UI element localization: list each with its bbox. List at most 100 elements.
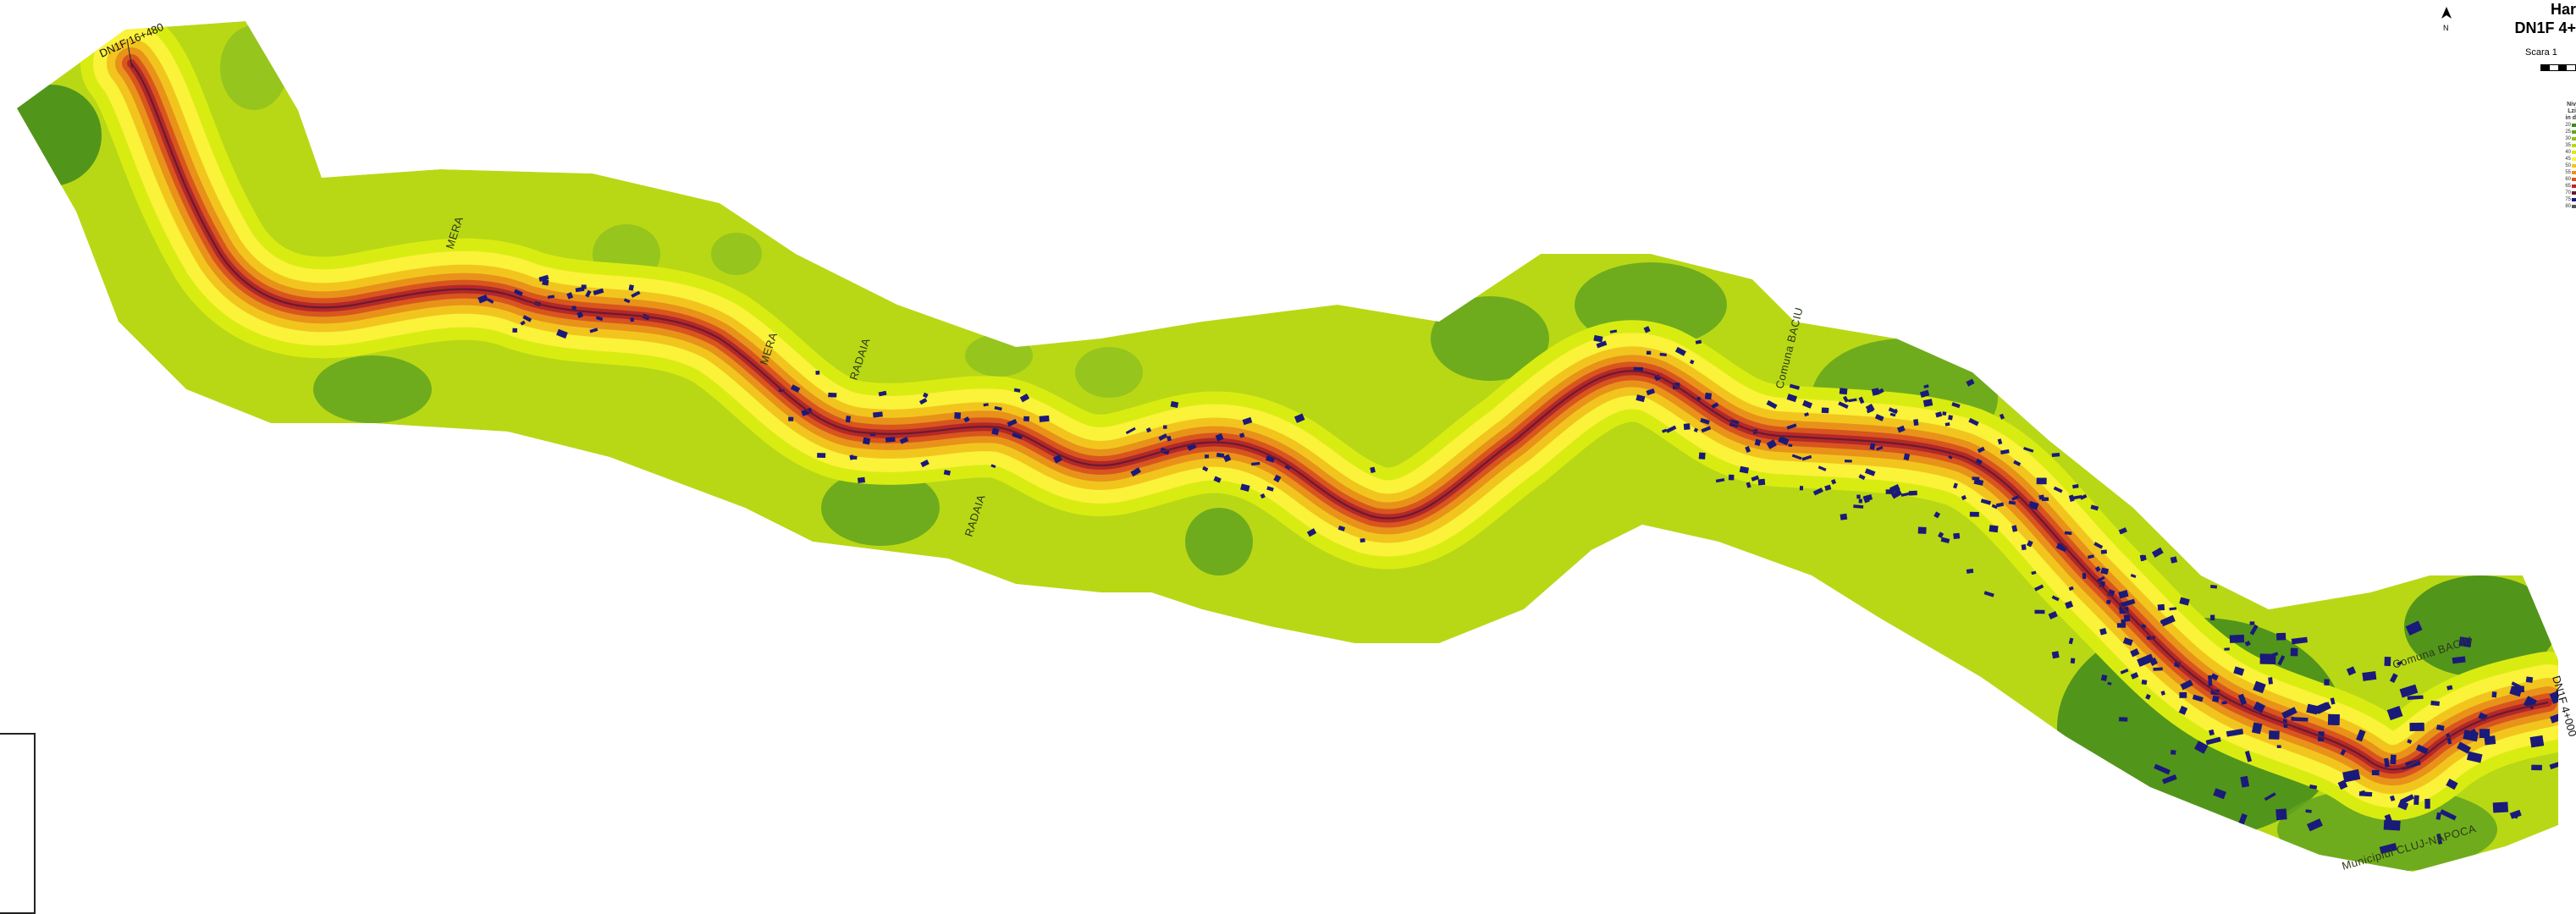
building [2141, 680, 2148, 686]
building [2065, 600, 2074, 609]
building [1260, 493, 1266, 499]
building [1791, 454, 1802, 460]
legend-row-label: 50 [2565, 163, 2571, 168]
building [1804, 412, 1809, 417]
building [2407, 739, 2413, 744]
building [2096, 575, 2105, 583]
building [2064, 531, 2072, 536]
building [1019, 394, 1030, 403]
building [1646, 388, 1656, 396]
building [2130, 574, 2137, 579]
building [2435, 812, 2441, 820]
building [2251, 722, 2263, 735]
building [1646, 350, 1652, 355]
building [2264, 792, 2276, 801]
building [2221, 701, 2227, 705]
building [873, 411, 883, 418]
building [2435, 724, 2445, 731]
building [1788, 443, 1793, 448]
building [2415, 744, 2429, 755]
building [899, 436, 909, 444]
legend-row-label: 75 [2565, 197, 2571, 202]
legend-row: 80 [2556, 203, 2576, 210]
building [1266, 455, 1276, 463]
building [2340, 748, 2347, 756]
building [2070, 658, 2076, 664]
building [2123, 482, 2131, 488]
building [994, 405, 1002, 411]
building [1983, 591, 1994, 597]
building [788, 416, 794, 421]
building [857, 476, 866, 483]
building [2276, 632, 2286, 641]
legend-title-1: Niv [2567, 102, 2576, 107]
building [828, 392, 837, 398]
building [520, 320, 526, 326]
building [2089, 437, 2099, 447]
building [2240, 775, 2250, 788]
building [1977, 446, 1985, 454]
building [2229, 634, 2245, 643]
road-centerline [130, 63, 2549, 771]
building [1273, 474, 1282, 483]
building [1766, 439, 1777, 449]
building [2479, 729, 2491, 739]
building [2386, 705, 2403, 721]
building [1596, 340, 1608, 349]
building [1969, 511, 1979, 517]
building [2315, 702, 2331, 714]
building [1674, 346, 1686, 356]
buildings [477, 274, 2558, 855]
building [1012, 431, 1023, 440]
building [2013, 460, 2022, 466]
building [1789, 383, 1801, 390]
building [2208, 674, 2213, 686]
legend-rows: 20 25 30 35 40 45 50 55 60 65 70 75 80 [2556, 122, 2576, 210]
building [2122, 637, 2133, 647]
building [1698, 452, 1706, 460]
building [2356, 729, 2366, 742]
building [790, 384, 801, 394]
building [1839, 388, 1848, 395]
legend-row: 60 [2556, 176, 2576, 183]
building [1659, 352, 1667, 357]
building [918, 398, 928, 405]
building [2306, 818, 2323, 832]
building [1818, 465, 1827, 471]
legend-row: 55 [2556, 169, 2576, 176]
building [2213, 788, 2226, 800]
building [1766, 399, 1778, 410]
building [1900, 492, 1911, 497]
building [2446, 778, 2458, 790]
building [2179, 597, 2190, 606]
north-arrow-icon: N [2441, 7, 2452, 32]
building [1693, 427, 1699, 432]
legend-swatch [2572, 157, 2576, 161]
legend-swatch [2572, 137, 2576, 140]
building [1007, 418, 1018, 427]
legend-row: 45 [2556, 156, 2576, 162]
building [1728, 474, 1735, 481]
building [2118, 590, 2129, 599]
building [2031, 570, 2037, 575]
building [2137, 653, 2154, 667]
building [1360, 537, 1365, 543]
building [1961, 494, 1967, 501]
building [1778, 435, 1790, 446]
building [1972, 476, 1980, 481]
building [2342, 768, 2361, 783]
building [1863, 494, 1873, 502]
building [628, 284, 634, 291]
building [1917, 526, 1927, 534]
building [2157, 603, 2165, 611]
building [2290, 647, 2298, 657]
building [2041, 497, 2049, 502]
legend-swatch [2572, 130, 2576, 134]
building [1953, 482, 1958, 489]
building [2153, 667, 2163, 671]
scale-bar [2540, 64, 2576, 71]
scale-label: Scara 1 [2525, 47, 2557, 58]
building [1306, 528, 1317, 537]
building [2090, 504, 2099, 511]
